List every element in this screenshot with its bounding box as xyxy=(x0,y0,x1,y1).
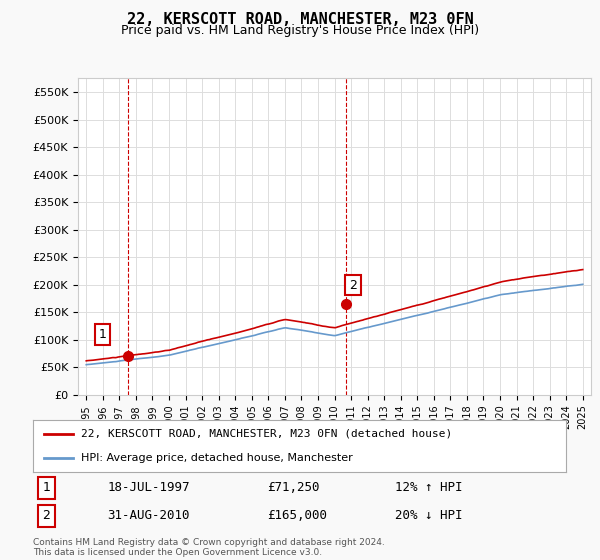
Text: Price paid vs. HM Land Registry's House Price Index (HPI): Price paid vs. HM Land Registry's House … xyxy=(121,24,479,37)
Text: Contains HM Land Registry data © Crown copyright and database right 2024.
This d: Contains HM Land Registry data © Crown c… xyxy=(33,538,385,557)
Text: £71,250: £71,250 xyxy=(268,481,320,494)
Text: 18-JUL-1997: 18-JUL-1997 xyxy=(107,481,190,494)
Text: 31-AUG-2010: 31-AUG-2010 xyxy=(107,509,190,522)
Text: 20% ↓ HPI: 20% ↓ HPI xyxy=(395,509,463,522)
Text: 2: 2 xyxy=(43,509,50,522)
Text: 1: 1 xyxy=(43,481,50,494)
Text: 22, KERSCOTT ROAD, MANCHESTER, M23 0FN (detached house): 22, KERSCOTT ROAD, MANCHESTER, M23 0FN (… xyxy=(81,429,452,439)
Text: 2: 2 xyxy=(349,278,357,292)
Text: 12% ↑ HPI: 12% ↑ HPI xyxy=(395,481,463,494)
Text: 1: 1 xyxy=(98,328,107,341)
Text: 22, KERSCOTT ROAD, MANCHESTER, M23 0FN: 22, KERSCOTT ROAD, MANCHESTER, M23 0FN xyxy=(127,12,473,27)
Text: £165,000: £165,000 xyxy=(268,509,328,522)
Text: HPI: Average price, detached house, Manchester: HPI: Average price, detached house, Manc… xyxy=(81,452,353,463)
